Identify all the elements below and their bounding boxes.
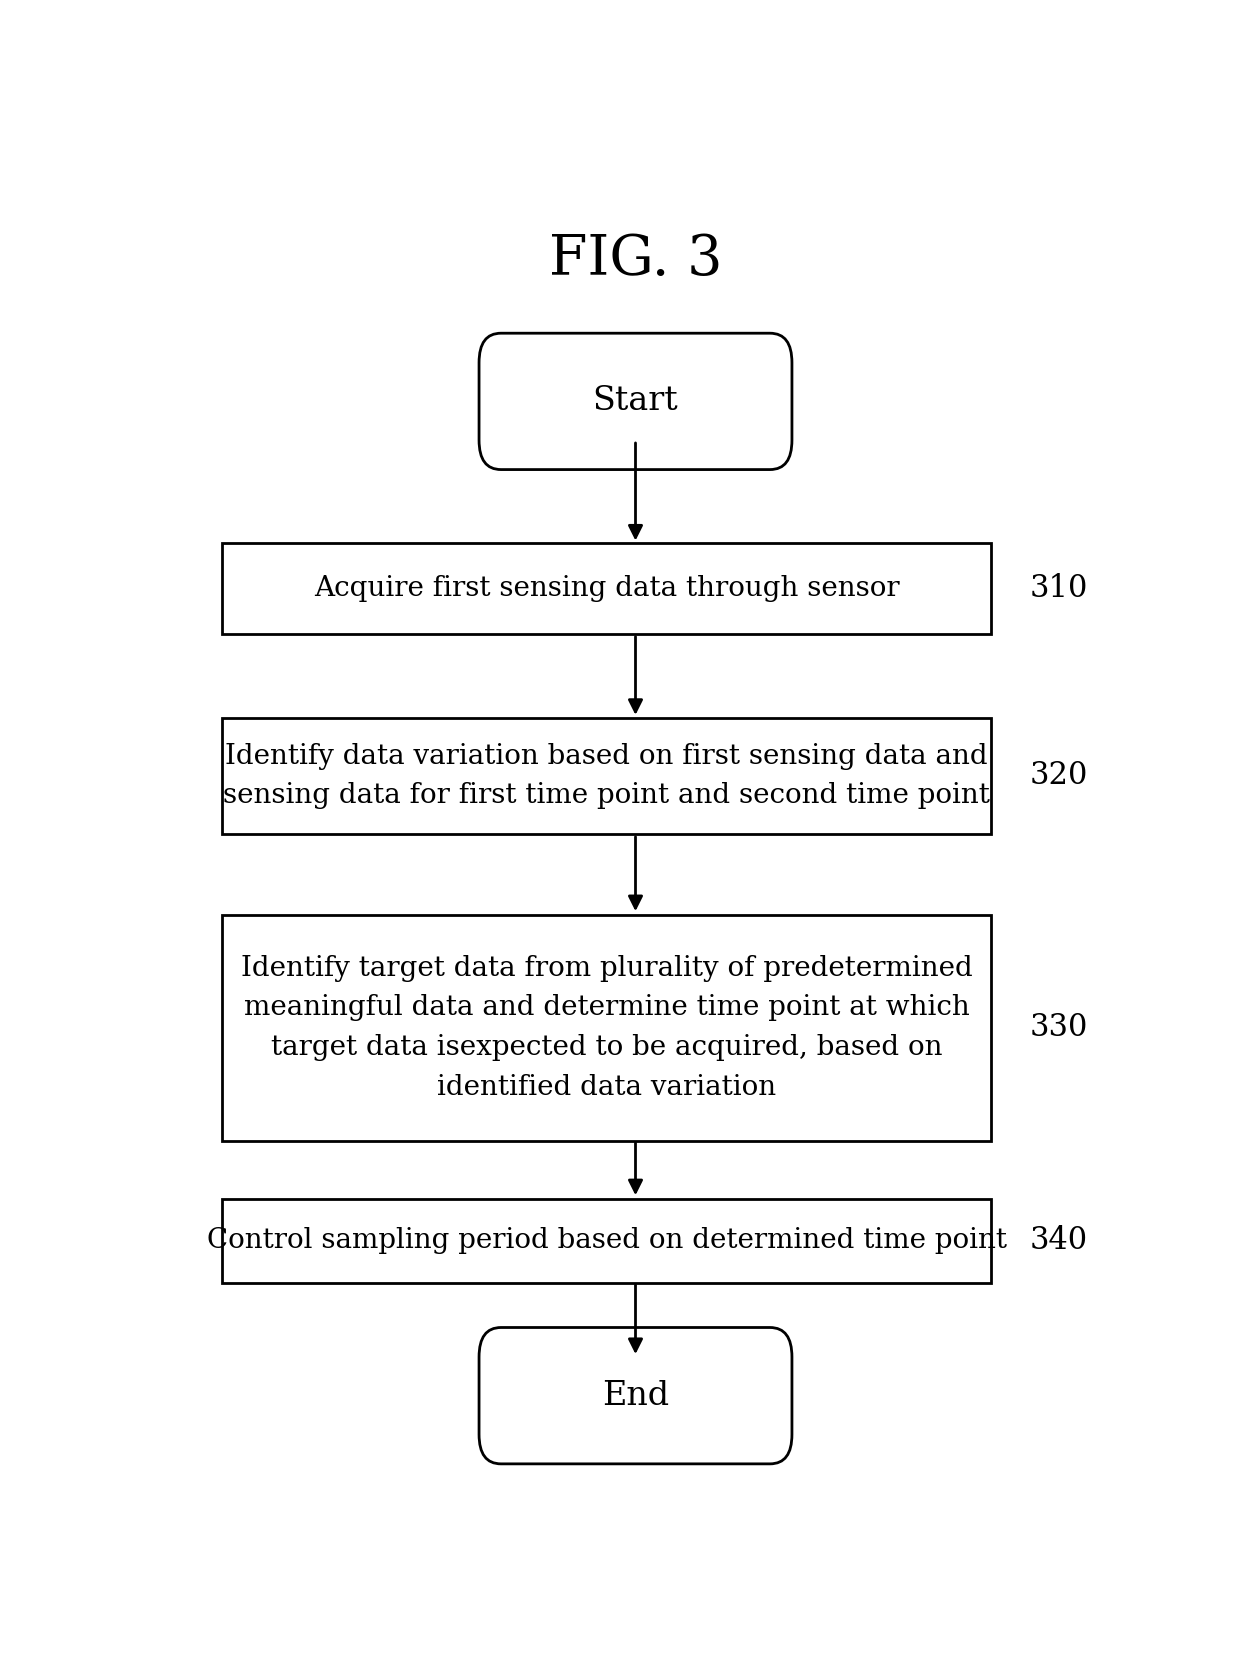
- FancyBboxPatch shape: [479, 334, 792, 470]
- FancyBboxPatch shape: [222, 1199, 991, 1283]
- Text: 320: 320: [1029, 760, 1087, 792]
- Text: Identify target data from plurality of predetermined
meaningful data and determi: Identify target data from plurality of p…: [241, 954, 972, 1100]
- FancyBboxPatch shape: [479, 1328, 792, 1464]
- Text: Acquire first sensing data through sensor: Acquire first sensing data through senso…: [314, 575, 899, 602]
- FancyBboxPatch shape: [222, 718, 991, 833]
- Text: 340: 340: [1029, 1226, 1087, 1256]
- Text: Control sampling period based on determined time point: Control sampling period based on determi…: [207, 1228, 1007, 1254]
- FancyBboxPatch shape: [222, 543, 991, 634]
- Text: 330: 330: [1029, 1013, 1087, 1043]
- Text: Start: Start: [593, 386, 678, 418]
- Text: Identify data variation based on first sensing data and
sensing data for first t: Identify data variation based on first s…: [223, 743, 990, 810]
- Text: 310: 310: [1029, 574, 1087, 604]
- FancyBboxPatch shape: [222, 914, 991, 1140]
- Text: End: End: [601, 1380, 670, 1412]
- Text: FIG. 3: FIG. 3: [549, 231, 722, 287]
